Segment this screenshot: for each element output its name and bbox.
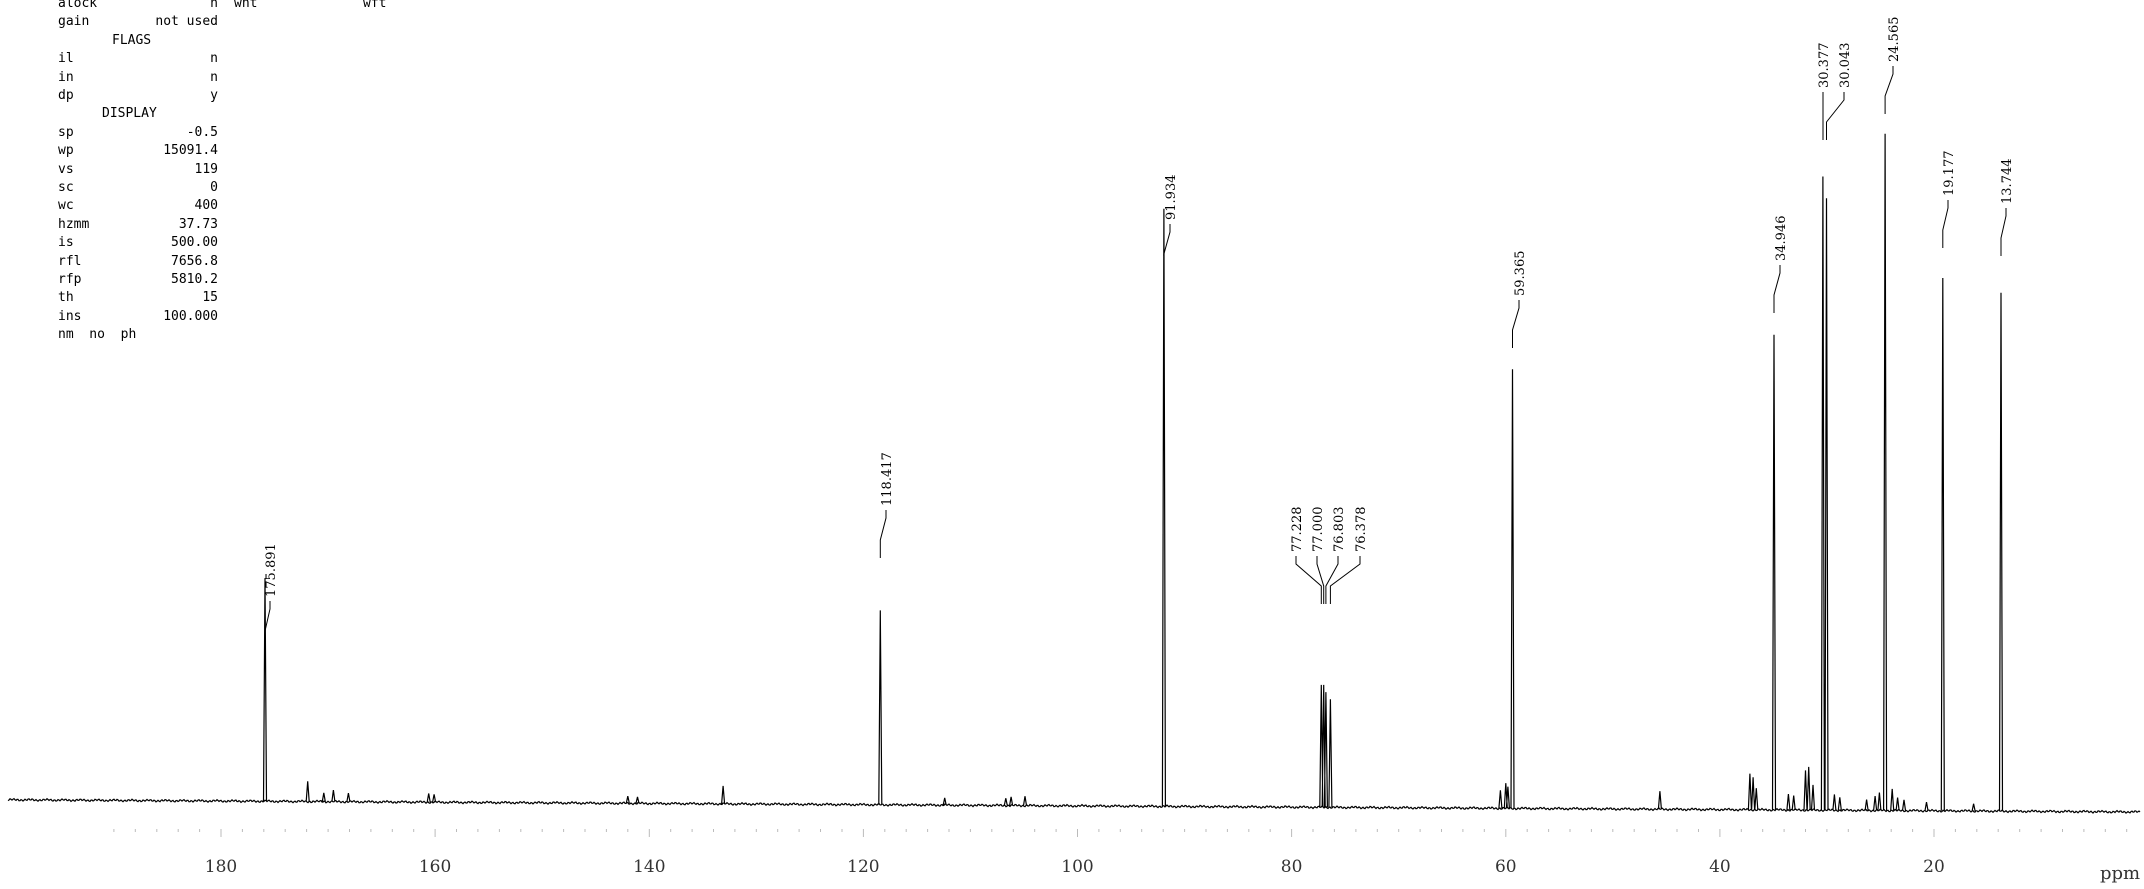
- spectrum-trace: [7, 133, 2141, 814]
- peak-label: 77.000: [1311, 507, 1326, 553]
- x-tick-label: 160: [419, 857, 451, 877]
- param-footer: nm no ph: [58, 327, 137, 343]
- param-value: 15: [202, 290, 218, 306]
- peak-label: 30.043: [1838, 43, 1853, 89]
- param-value: y: [210, 88, 218, 103]
- param-row: alock n: [58, 0, 218, 13]
- peak-label: 19.177: [1942, 151, 1957, 197]
- param-row: dp y: [58, 87, 218, 105]
- param-row: ins 100.000: [58, 308, 218, 326]
- acquisition-parameters: alock n gain not used FLAGS il n in n dp y DISPLAY s…: [0, 0, 420, 360]
- param-row: gain not used: [58, 13, 218, 31]
- param-value: n: [210, 0, 218, 11]
- param-key: is: [58, 235, 74, 251]
- x-tick-label: 60: [1495, 857, 1517, 877]
- param-row: sc 0: [58, 179, 218, 197]
- peak-label: 59.365: [1513, 251, 1528, 297]
- param-key: wp: [58, 143, 74, 159]
- peak-label: 24.565: [1887, 17, 1902, 63]
- param-key: th: [58, 290, 74, 306]
- peak-label: 175.891: [264, 543, 279, 597]
- param-section-header: FLAGS: [112, 32, 152, 48]
- param-value: 500.00: [171, 235, 218, 251]
- param-key: hzmm: [58, 216, 90, 232]
- peak-leader-line: [1512, 300, 1520, 348]
- param-value: 119: [194, 161, 218, 177]
- x-axis-unit: ppm: [2100, 863, 2140, 884]
- param-row: in n: [58, 69, 218, 87]
- param-value: not used: [155, 14, 218, 30]
- peak-labels: 175.891 118.417 91.934 77.228 77.000 76.803 76…: [264, 17, 2015, 598]
- param-key: sp: [58, 124, 74, 140]
- param-row: vs 119: [58, 161, 218, 179]
- x-axis: 180 160 140 120 100 80 60 40 20 ppm: [113, 829, 2140, 884]
- param-key: in: [58, 69, 74, 85]
- x-tick-label: 180: [205, 857, 237, 877]
- x-tick-label: 80: [1281, 857, 1303, 877]
- param-row: wc 400: [58, 197, 218, 215]
- param-key: rfp: [58, 272, 82, 287]
- param-extra: wnt: [234, 0, 258, 11]
- peak-label: 34.946: [1774, 216, 1789, 262]
- param-key: wc: [58, 198, 74, 214]
- param-value: n: [210, 69, 218, 85]
- param-value: 0: [210, 180, 218, 195]
- param-value: 5810.2: [171, 272, 218, 287]
- param-row: sp -0.5: [58, 124, 218, 142]
- peak-leader-line: [879, 510, 887, 558]
- peak-label-leaders: [264, 66, 2007, 633]
- param-key: ins: [58, 308, 82, 324]
- x-tick-label: 140: [633, 857, 665, 877]
- peak-label: 118.417: [880, 452, 895, 506]
- param-section-header: DISPLAY: [102, 106, 157, 122]
- param-value: 15091.4: [163, 143, 218, 159]
- peak-leader-line: [1773, 265, 1781, 313]
- param-key: vs: [58, 161, 74, 177]
- param-key: gain: [58, 14, 90, 30]
- x-tick-label: 20: [1923, 857, 1945, 877]
- param-key: il: [58, 51, 74, 67]
- param-key: rfl: [58, 253, 82, 269]
- peak-leader-line: [2000, 208, 2007, 256]
- peak-leader-line: [1942, 200, 1949, 248]
- peak-leader-line: [1329, 556, 1361, 604]
- param-extra: wft: [363, 0, 387, 11]
- param-value: 7656.8: [171, 253, 218, 269]
- param-value: 37.73: [178, 216, 218, 232]
- peak-label: 76.803: [1332, 507, 1347, 553]
- peak-label: 91.934: [1164, 175, 1179, 221]
- peak-label: 77.228: [1290, 507, 1305, 553]
- param-row: rfp 5810.2: [58, 271, 218, 289]
- param-row: is 500.00: [58, 234, 218, 252]
- param-row: hzmm 37.73: [58, 216, 218, 234]
- peak-leader-line: [1884, 66, 1894, 114]
- peak-leader-line: [1826, 92, 1845, 140]
- peak-leader-line: [1316, 556, 1325, 604]
- param-value: n: [210, 51, 218, 67]
- param-row: wp 15091.4: [58, 142, 218, 160]
- x-tick-label: 100: [1061, 857, 1093, 877]
- param-row: rfl 7656.8: [58, 253, 218, 271]
- peak-label: 13.744: [2000, 159, 2015, 205]
- param-row: il n: [58, 50, 218, 68]
- param-key: sc: [58, 180, 74, 195]
- param-value: -0.5: [186, 124, 218, 140]
- param-row: th 15: [58, 289, 218, 307]
- param-value: 400: [194, 198, 218, 214]
- peak-leader-line: [1325, 556, 1339, 604]
- peak-leader-line: [1163, 224, 1171, 256]
- x-tick-label: 40: [1709, 857, 1731, 877]
- peak-label: 30.377: [1817, 43, 1832, 89]
- param-key: alock: [58, 0, 98, 11]
- peak-label: 76.378: [1354, 507, 1369, 553]
- param-key: dp: [58, 88, 74, 103]
- x-tick-label: 120: [847, 857, 879, 877]
- peak-leader-line: [1295, 556, 1322, 604]
- param-value: 100.000: [163, 308, 218, 324]
